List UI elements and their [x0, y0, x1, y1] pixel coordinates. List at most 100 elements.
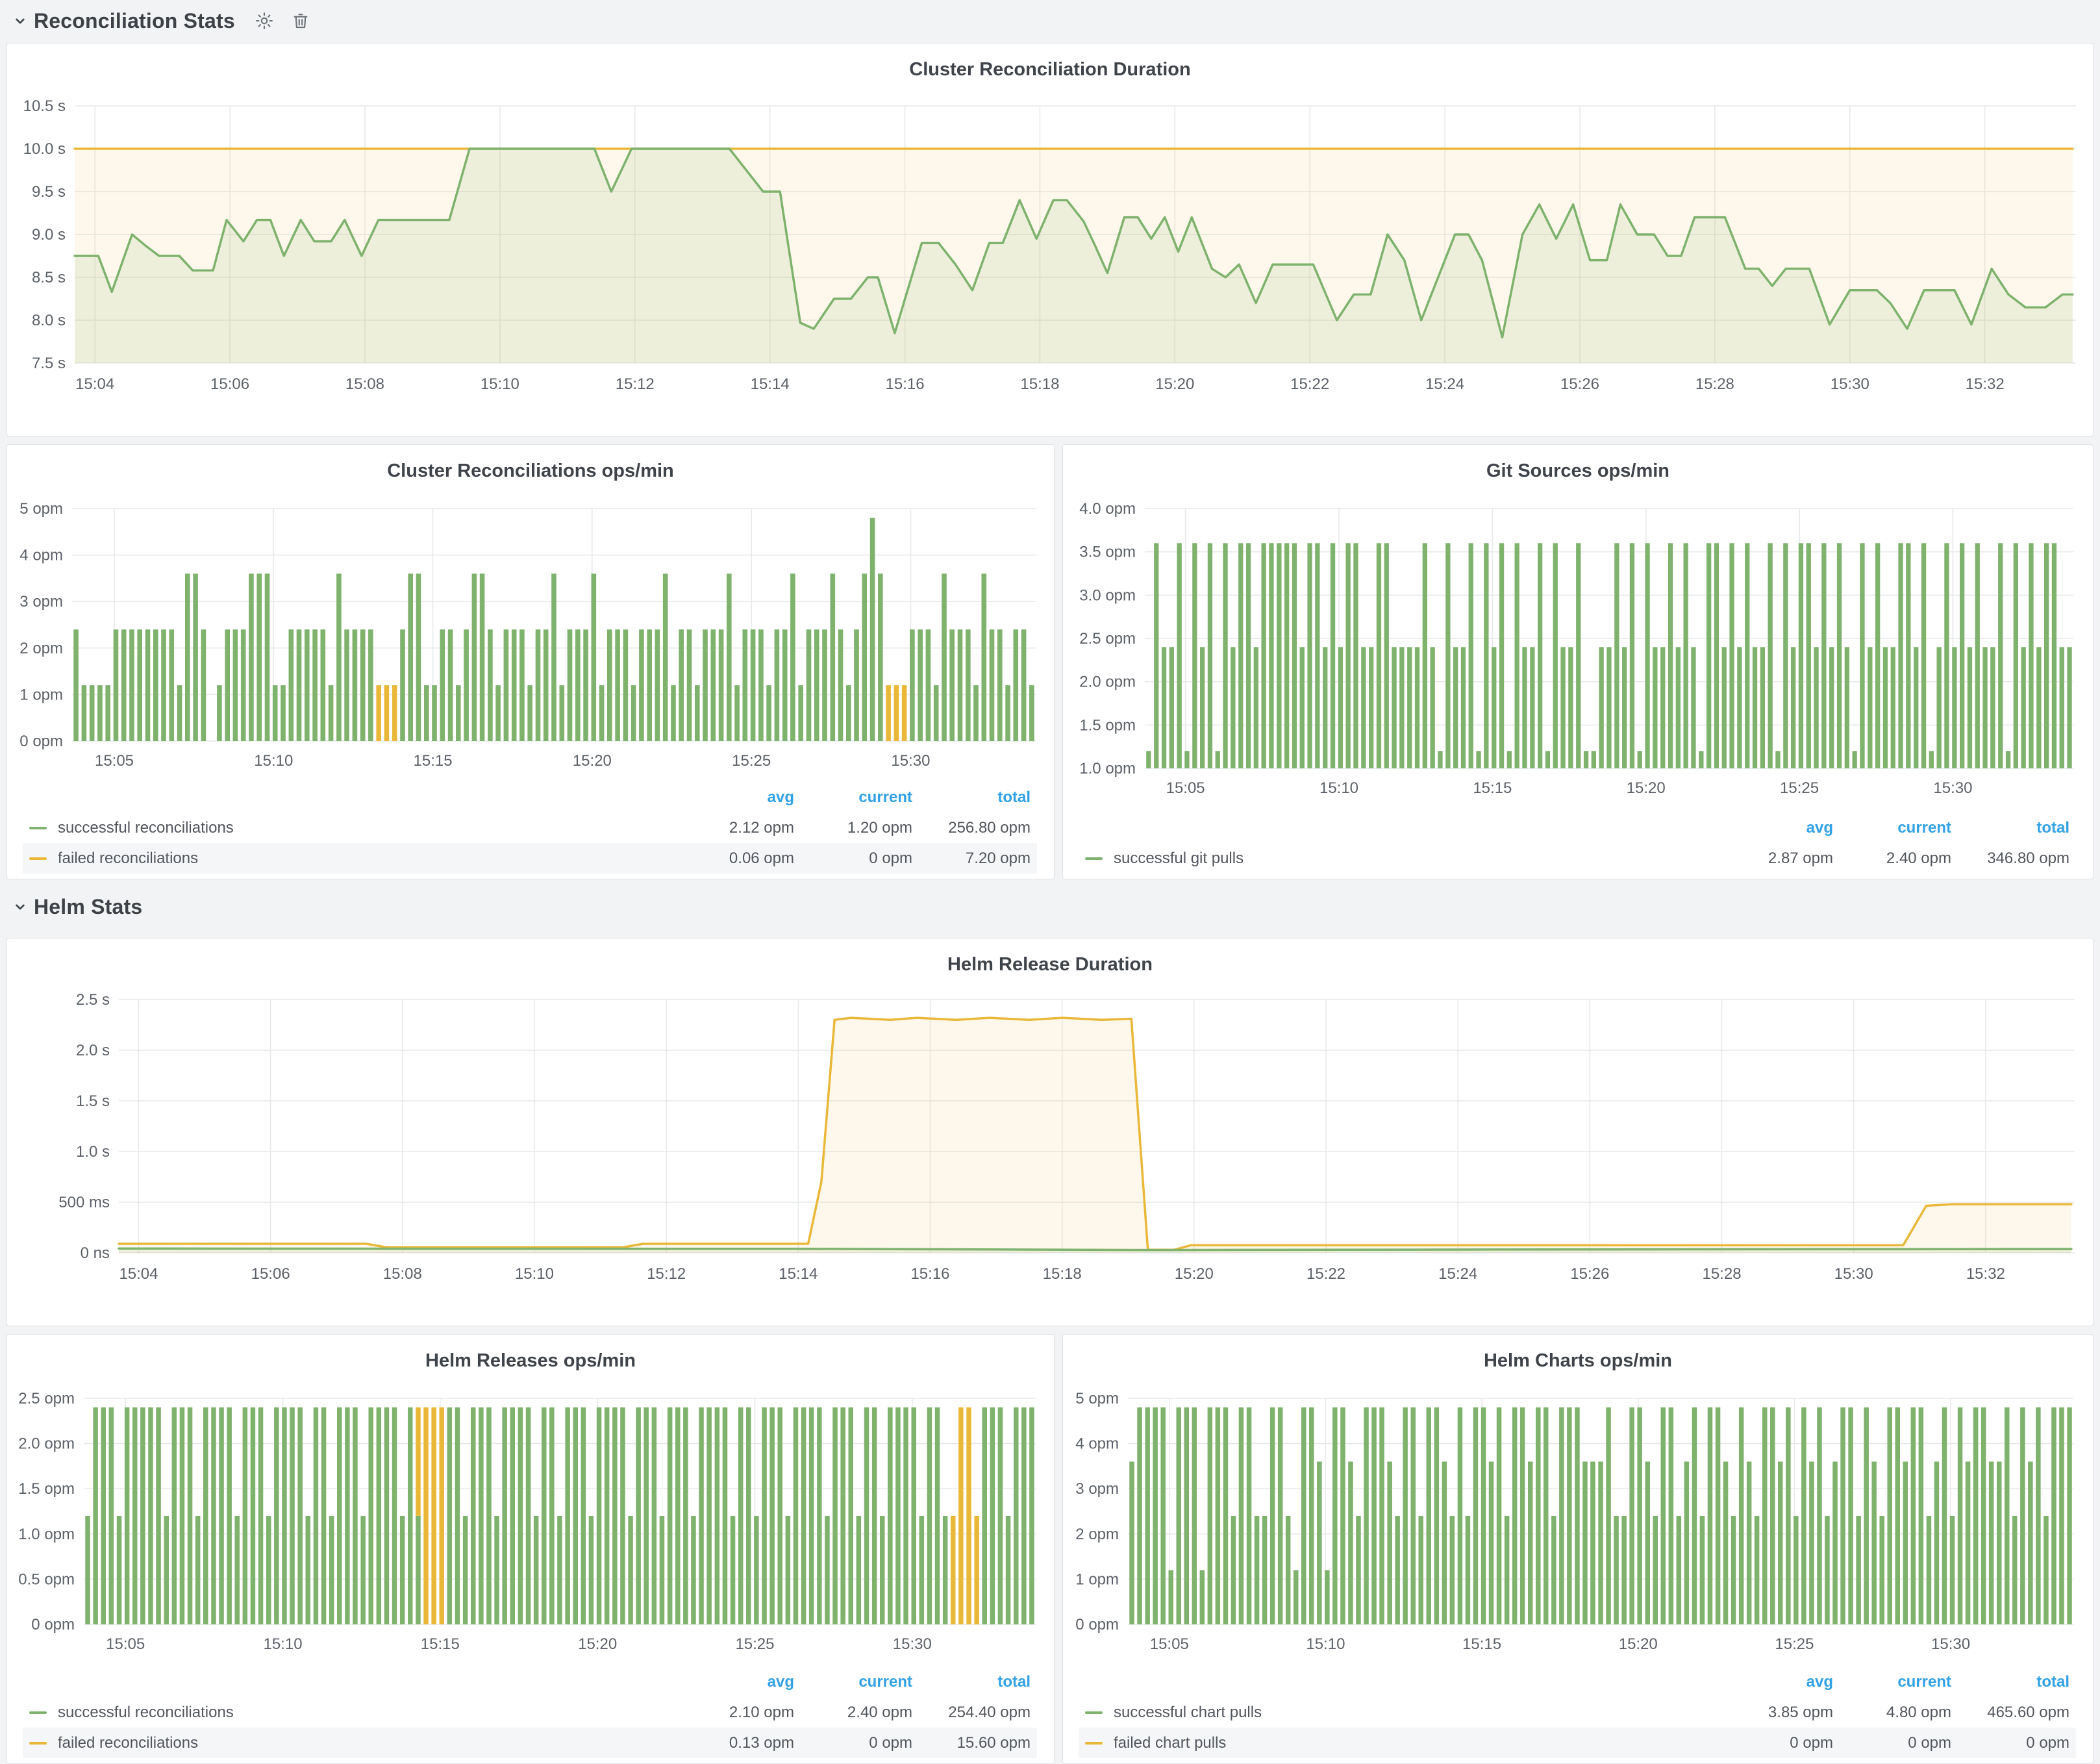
svg-text:15:10: 15:10	[1319, 779, 1358, 797]
helm-releases-opm-chart[interactable]: 15:05 15:10 15:15 15:20 15:25 15:30 0 opm 0.5 o…	[7, 1335, 1054, 1665]
panel-git-sources-opm: Git Sources ops/min 15:05 15:10 15:15 15:20…	[1062, 444, 2094, 879]
legend-col-avg[interactable]: avg	[767, 1672, 794, 1691]
series-color-dash	[29, 826, 47, 829]
svg-text:8.0 s: 8.0 s	[32, 312, 66, 329]
svg-text:15:26: 15:26	[1570, 1265, 1609, 1283]
stat-total: 0 opm	[2026, 1733, 2069, 1752]
svg-text:15:08: 15:08	[345, 375, 384, 393]
svg-text:15:18: 15:18	[1020, 375, 1059, 393]
section-header-reconciliation-stats[interactable]: Reconciliation Stats	[10, 4, 312, 38]
legend-label[interactable]: successful reconciliations	[58, 818, 234, 837]
svg-text:9.0 s: 9.0 s	[32, 226, 66, 244]
legend-col-avg[interactable]: avg	[1806, 1672, 1833, 1691]
stat-current: 0 opm	[869, 1733, 912, 1752]
stat-total: 15.60 opm	[956, 1733, 1031, 1752]
legend-row-failed-reconciliations: failed reconciliations 0.06 opm 0 opm 7.…	[23, 843, 1037, 874]
svg-text:15:30: 15:30	[893, 1635, 932, 1653]
svg-text:0 opm: 0 opm	[1075, 1616, 1119, 1633]
legend-col-avg[interactable]: avg	[767, 788, 794, 806]
legend-label[interactable]: successful reconciliations	[58, 1703, 234, 1721]
legend-col-current[interactable]: current	[1897, 1672, 1951, 1691]
legend-col-avg[interactable]: avg	[1806, 818, 1833, 837]
svg-text:15:30: 15:30	[891, 752, 930, 770]
section-title[interactable]: Helm Stats	[34, 894, 143, 918]
svg-text:3 opm: 3 opm	[1075, 1480, 1119, 1498]
legend-col-current[interactable]: current	[858, 788, 912, 806]
legend-row-successful-chart-pulls: successful chart pulls 3.85 opm 4.80 opm…	[1079, 1697, 2076, 1728]
panel-title[interactable]: Git Sources ops/min	[1486, 460, 1669, 481]
chevron-down-icon[interactable]	[10, 11, 30, 31]
svg-text:15:24: 15:24	[1425, 375, 1464, 393]
legend-col-total[interactable]: total	[997, 1672, 1031, 1691]
svg-text:2.5 opm: 2.5 opm	[1079, 630, 1136, 648]
legend-label[interactable]: successful git pulls	[1114, 849, 1244, 867]
svg-text:8.5 s: 8.5 s	[32, 269, 66, 286]
legend-col-total[interactable]: total	[2036, 818, 2069, 837]
legend-col-current[interactable]: current	[1897, 818, 1951, 837]
svg-text:15:30: 15:30	[1831, 375, 1869, 393]
section-title[interactable]: Reconciliation Stats	[34, 8, 235, 32]
stat-avg: 0.06 opm	[729, 849, 794, 867]
legend-label[interactable]: failed reconciliations	[58, 849, 199, 867]
svg-text:2.0 s: 2.0 s	[76, 1042, 110, 1059]
legend: avg current total successful reconciliat…	[23, 782, 1037, 874]
svg-text:1.5 opm: 1.5 opm	[18, 1480, 75, 1498]
git-sources-opm-chart[interactable]: 15:05 15:10 15:15 15:20 15:25 15:30 1.0 opm 1.5…	[1063, 445, 2093, 813]
svg-text:15:08: 15:08	[383, 1265, 422, 1283]
svg-text:15:10: 15:10	[263, 1635, 302, 1653]
panel-title[interactable]: Cluster Reconciliations ops/min	[387, 460, 674, 481]
svg-text:0 opm: 0 opm	[19, 733, 63, 750]
panel-title[interactable]: Helm Charts ops/min	[1483, 1350, 1673, 1371]
legend-col-total[interactable]: total	[997, 788, 1031, 806]
svg-text:15:28: 15:28	[1695, 375, 1734, 393]
svg-text:15:10: 15:10	[481, 375, 519, 393]
panel-cluster-reconciliations-opm: Cluster Reconciliations ops/min 15:05 15:…	[6, 444, 1055, 879]
legend-header-row: avg current total	[23, 1667, 1037, 1697]
svg-text:0.5 opm: 0.5 opm	[18, 1570, 75, 1588]
legend-label[interactable]: successful chart pulls	[1114, 1703, 1262, 1721]
svg-text:5 opm: 5 opm	[19, 500, 63, 518]
legend: avg current total successful reconciliat…	[23, 1667, 1037, 1758]
stat-current: 4.80 opm	[1886, 1703, 1951, 1721]
svg-text:15:16: 15:16	[910, 1265, 949, 1283]
stat-current: 0 opm	[869, 849, 912, 867]
svg-text:15:30: 15:30	[1931, 1635, 1970, 1653]
helm-charts-opm-chart[interactable]: 15:05 15:10 15:15 15:20 15:25 15:30 0 opm 1 opm…	[1063, 1335, 2093, 1665]
legend-label[interactable]: failed chart pulls	[1114, 1733, 1227, 1752]
legend-header-row: avg current total	[1079, 1667, 2076, 1697]
svg-text:15:12: 15:12	[616, 375, 655, 393]
svg-text:5 opm: 5 opm	[1075, 1390, 1119, 1407]
stat-total: 465.60 opm	[1987, 1703, 2069, 1721]
cluster-reconciliations-opm-chart[interactable]: 15:05 15:10 15:15 15:20 15:25 15:30 0 opm 1 opm…	[7, 445, 1054, 781]
legend-col-total[interactable]: total	[2036, 1672, 2069, 1691]
legend-header-row: avg current total	[23, 782, 1037, 813]
svg-text:15:20: 15:20	[1619, 1635, 1658, 1653]
stat-total: 256.80 opm	[948, 818, 1031, 837]
legend-header-row: avg current total	[1079, 813, 2076, 843]
legend-col-current[interactable]: current	[858, 1672, 912, 1691]
svg-text:4 opm: 4 opm	[19, 547, 63, 564]
cluster-reconciliation-duration-chart[interactable]: 15:04 15:06 15:08 15:10 15:12 15:14 15:16 15:18…	[7, 44, 2093, 436]
section-header-helm-stats[interactable]: Helm Stats	[10, 890, 142, 924]
legend-label[interactable]: failed reconciliations	[58, 1733, 199, 1752]
svg-text:15:22: 15:22	[1290, 375, 1329, 393]
chevron-down-icon[interactable]	[10, 897, 30, 916]
svg-text:1 opm: 1 opm	[1075, 1570, 1119, 1588]
trash-icon[interactable]	[290, 10, 312, 32]
panel-title[interactable]: Cluster Reconciliation Duration	[909, 59, 1191, 80]
panel-title[interactable]: Helm Release Duration	[947, 954, 1153, 975]
stat-avg: 2.87 opm	[1768, 849, 1833, 867]
panel-cluster-reconciliation-duration: Cluster Reconciliation Duration 15:04 15:…	[6, 43, 2094, 436]
gear-icon[interactable]	[253, 10, 275, 32]
svg-text:9.5 s: 9.5 s	[32, 183, 66, 201]
helm-release-duration-chart[interactable]: 15:04 15:06 15:08 15:10 15:12 15:14 15:16 15:18…	[7, 939, 2093, 1326]
svg-text:15:05: 15:05	[1166, 779, 1205, 797]
panel-title[interactable]: Helm Releases ops/min	[425, 1350, 636, 1371]
svg-text:15:04: 15:04	[119, 1265, 158, 1283]
svg-text:3.0 opm: 3.0 opm	[1079, 586, 1136, 604]
stat-current: 2.40 opm	[847, 1703, 912, 1721]
svg-text:15:32: 15:32	[1966, 1265, 2005, 1283]
svg-text:7.5 s: 7.5 s	[32, 355, 66, 372]
stat-total: 254.40 opm	[948, 1703, 1031, 1721]
legend-row-successful-reconciliations: successful reconciliations 2.10 opm 2.40…	[23, 1697, 1037, 1728]
